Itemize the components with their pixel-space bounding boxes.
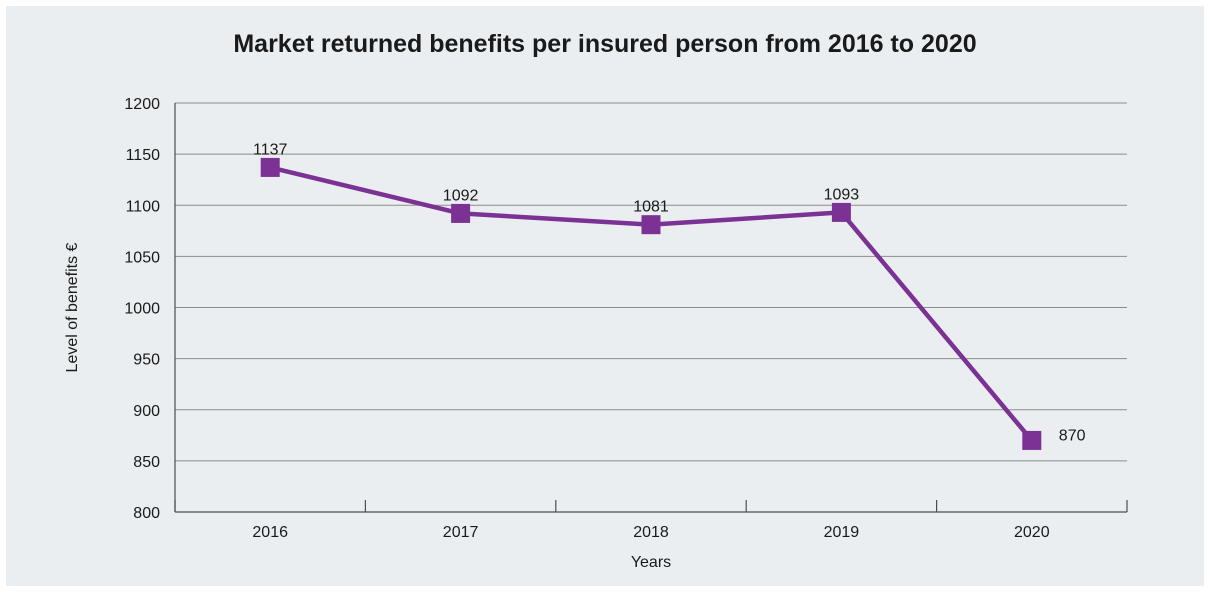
marker-2018 xyxy=(641,215,661,235)
data-label-2016: 1137 xyxy=(253,141,288,158)
marker-2019 xyxy=(831,202,851,222)
marker-2020 xyxy=(1022,430,1042,450)
y-tick-label-1150: 1150 xyxy=(126,147,161,164)
x-tick-label-2019: 2019 xyxy=(824,524,860,541)
x-tick-label-2016: 2016 xyxy=(252,524,288,541)
data-labels: 1137 1092 1081 1093 870 xyxy=(253,141,1086,444)
y-tick-label-1100: 1100 xyxy=(126,198,161,215)
y-tick-label-950: 950 xyxy=(133,352,160,369)
x-tick-label-2020: 2020 xyxy=(1014,524,1050,541)
y-tick-label-1000: 1000 xyxy=(124,301,160,318)
data-label-2017: 1092 xyxy=(443,187,479,204)
y-tick-labels: 800 850 900 950 1000 1050 1100 1150 1200 xyxy=(124,96,160,522)
data-label-2018: 1081 xyxy=(633,199,669,216)
x-tick-labels: 2016 2017 2018 2019 2020 xyxy=(252,524,1049,541)
marker-2016 xyxy=(260,157,280,177)
y-tick-label-1200: 1200 xyxy=(124,96,160,113)
chart-title: Market returned benefits per insured per… xyxy=(233,30,977,58)
y-tick-label-900: 900 xyxy=(133,403,160,420)
marker-2017 xyxy=(451,203,471,223)
y-tick-label-850: 850 xyxy=(133,454,160,471)
y-tick-label-1050: 1050 xyxy=(124,249,160,266)
y-axis-title: Level of benefits € xyxy=(64,242,81,372)
x-tick-label-2018: 2018 xyxy=(633,524,669,541)
axes xyxy=(174,103,1128,513)
x-tick-label-2017: 2017 xyxy=(443,524,479,541)
gridlines xyxy=(175,102,1127,462)
x-axis-title: Years xyxy=(631,554,671,571)
data-series xyxy=(260,157,1042,450)
y-tick-label-800: 800 xyxy=(133,505,160,522)
data-label-2020: 870 xyxy=(1059,427,1086,444)
data-label-2019: 1093 xyxy=(824,186,860,203)
